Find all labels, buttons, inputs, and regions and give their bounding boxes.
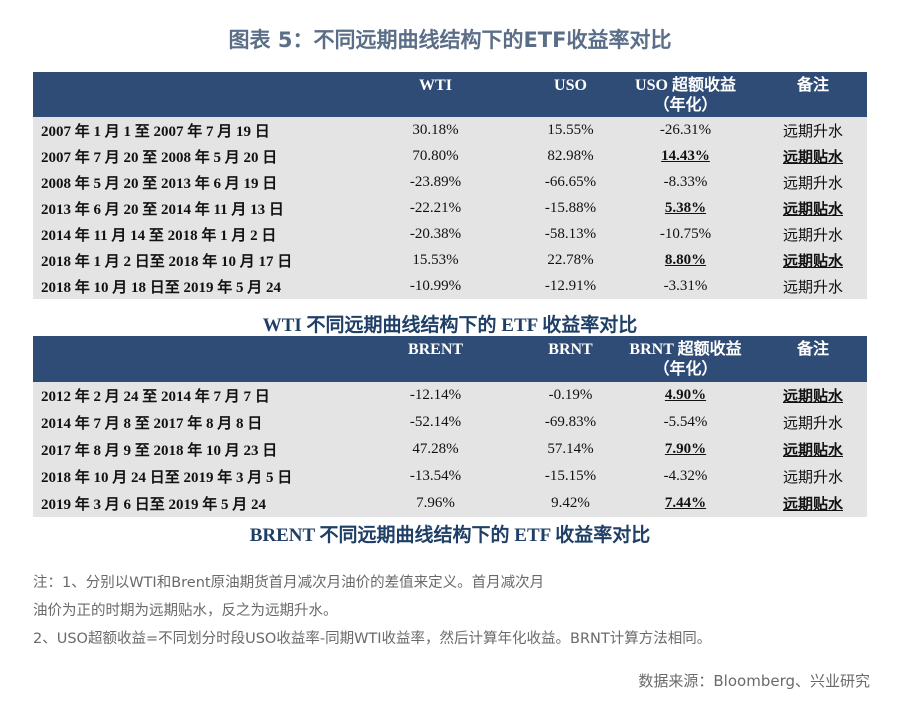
index-return: -52.14%	[409, 414, 462, 430]
excess-return: 5.38%	[664, 199, 707, 216]
etf-return: 82.98%	[547, 147, 594, 164]
table-row: 2014 年 7 月 8 至 2017 年 8 月 8 日 -52.14% -6…	[33, 409, 867, 436]
remark: 远期升水	[782, 123, 843, 140]
period: 2007 年 7 月 20 至 2008 年 5 月 20 日	[41, 149, 278, 166]
etf-return: 15.55%	[547, 121, 594, 138]
period: 2014 年 7 月 8 至 2017 年 8 月 8 日	[41, 416, 263, 432]
col-header: USO	[554, 77, 587, 94]
remark: 远期贴水	[782, 253, 843, 270]
index-return: 70.80%	[412, 147, 459, 164]
col-header: WTI	[419, 77, 452, 94]
index-return: -20.38%	[409, 225, 462, 242]
col-header: 备注	[796, 77, 829, 94]
col-header: BRNT	[548, 341, 593, 358]
brent-caption: BRENT 不同远期曲线结构下的 ETF 收益率对比	[249, 525, 651, 546]
col-header-sub: （年化）	[653, 97, 718, 114]
excess-return: -3.31%	[663, 277, 708, 294]
source: 数据来源：Bloomberg、兴业研究	[638, 672, 870, 690]
etf-return: 22.78%	[547, 251, 594, 268]
index-return: 30.18%	[412, 121, 459, 138]
table-row: 2013 年 6 月 20 至 2014 年 11 月 13 日 -22.21%…	[33, 195, 867, 221]
remark: 远期贴水	[782, 443, 843, 459]
period: 2017 年 8 月 9 至 2018 年 10 月 23 日	[41, 443, 278, 459]
table-header: WTI USO USO 超额收益 （年化） 备注	[33, 72, 867, 117]
etf-return: -15.15%	[544, 468, 597, 484]
index-return: -12.14%	[409, 387, 462, 403]
col-header: 备注	[796, 341, 829, 358]
remark: 远期贴水	[782, 149, 843, 166]
period: 2018 年 1 月 2 日至 2018 年 10 月 17 日	[41, 253, 293, 270]
excess-return: 7.44%	[664, 495, 707, 511]
period: 2013 年 6 月 20 至 2014 年 11 月 13 日	[41, 201, 284, 218]
remark: 远期升水	[782, 227, 843, 244]
etf-return: -66.65%	[544, 173, 597, 190]
note-line-3: 2、USO超额收益=不同划分时段USO收益率-同期WTI收益率，然后计算年化收益…	[33, 631, 712, 647]
table-row: 2019 年 3 月 6 日至 2019 年 5 月 24 7.96% 9.42…	[33, 490, 867, 517]
index-return: 7.96%	[416, 495, 455, 511]
etf-return: -58.13%	[544, 225, 597, 242]
col-header-main: USO 超额收益	[635, 77, 736, 94]
remark: 远期升水	[782, 470, 843, 486]
excess-return: 4.90%	[664, 387, 707, 403]
remark: 远期贴水	[782, 497, 843, 513]
remark: 远期升水	[782, 175, 843, 192]
col-header-main: BRNT 超额收益	[629, 341, 742, 358]
excess-return: 8.80%	[664, 251, 707, 268]
period: 2014 年 11 月 14 至 2018 年 1 月 2 日	[41, 227, 277, 244]
note-line-2: 油价为正的时期为远期贴水，反之为远期升水。	[33, 603, 338, 619]
period: 2018 年 10 月 24 日至 2019 年 3 月 5 日	[41, 470, 293, 486]
col-header: BRNT 超额收益 （年化）	[618, 340, 753, 380]
etf-return: -0.19%	[548, 387, 593, 403]
index-return: -13.54%	[409, 468, 462, 484]
table-row: 2018 年 1 月 2 日至 2018 年 10 月 17 日 15.53% …	[33, 247, 867, 273]
table-row: 2014 年 11 月 14 至 2018 年 1 月 2 日 -20.38% …	[33, 221, 867, 247]
excess-return: 14.43%	[661, 147, 710, 164]
etf-return: 57.14%	[547, 441, 594, 457]
page-title: 图表 5：不同远期曲线结构下的ETF收益率对比	[228, 28, 672, 52]
excess-return: -5.54%	[663, 414, 708, 430]
index-return: 15.53%	[412, 251, 459, 268]
table-row: 2017 年 8 月 9 至 2018 年 10 月 23 日 47.28% 5…	[33, 436, 867, 463]
period: 2008 年 5 月 20 至 2013 年 6 月 19 日	[41, 175, 278, 192]
table-row: 2007 年 7 月 20 至 2008 年 5 月 20 日 70.80% 8…	[33, 143, 867, 169]
period: 2019 年 3 月 6 日至 2019 年 5 月 24	[41, 497, 267, 513]
index-return: -23.89%	[409, 173, 462, 190]
index-return: -10.99%	[409, 277, 462, 294]
col-header-sub: （年化）	[653, 361, 718, 378]
excess-return: -26.31%	[659, 121, 712, 138]
etf-return: 9.42%	[551, 495, 590, 511]
col-header: BRENT	[407, 341, 464, 358]
index-return: -22.21%	[409, 199, 462, 216]
table-row: 2007 年 1 月 1 至 2007 年 7 月 19 日 30.18% 15…	[33, 117, 867, 143]
index-return: 47.28%	[412, 441, 459, 457]
excess-return: -8.33%	[663, 173, 708, 190]
table-row: 2012 年 2 月 24 至 2014 年 7 月 7 日 -12.14% -…	[33, 382, 867, 409]
brent-table: BRENT BRNT BRNT 超额收益 （年化） 备注 2012 年 2 月 2…	[33, 336, 867, 517]
table-row: 2018 年 10 月 18 日至 2019 年 5 月 24 -10.99% …	[33, 273, 867, 299]
col-header: USO 超额收益 （年化）	[618, 76, 753, 116]
remark: 远期贴水	[782, 389, 843, 405]
table-row: 2018 年 10 月 24 日至 2019 年 3 月 5 日 -13.54%…	[33, 463, 867, 490]
etf-return: -12.91%	[544, 277, 597, 294]
etf-return: -69.83%	[544, 414, 597, 430]
excess-return: -4.32%	[663, 468, 708, 484]
note-line-1: 注：1、分别以WTI和Brent原油期货首月减次月油价的差值来定义。首月减次月	[33, 575, 545, 591]
period: 2018 年 10 月 18 日至 2019 年 5 月 24	[41, 279, 282, 296]
remark: 远期升水	[782, 416, 843, 432]
table-header: BRENT BRNT BRNT 超额收益 （年化） 备注	[33, 336, 867, 382]
wti-caption: WTI 不同远期曲线结构下的 ETF 收益率对比	[262, 315, 638, 336]
table-row: 2008 年 5 月 20 至 2013 年 6 月 19 日 -23.89% …	[33, 169, 867, 195]
period: 2007 年 1 月 1 至 2007 年 7 月 19 日	[41, 123, 270, 140]
wti-table: WTI USO USO 超额收益 （年化） 备注 2007 年 1 月 1 至 2…	[33, 72, 867, 299]
excess-return: 7.90%	[664, 441, 707, 457]
remark: 远期升水	[782, 279, 843, 296]
excess-return: -10.75%	[659, 225, 712, 242]
remark: 远期贴水	[782, 201, 843, 218]
etf-return: -15.88%	[544, 199, 597, 216]
period: 2012 年 2 月 24 至 2014 年 7 月 7 日	[41, 389, 270, 405]
